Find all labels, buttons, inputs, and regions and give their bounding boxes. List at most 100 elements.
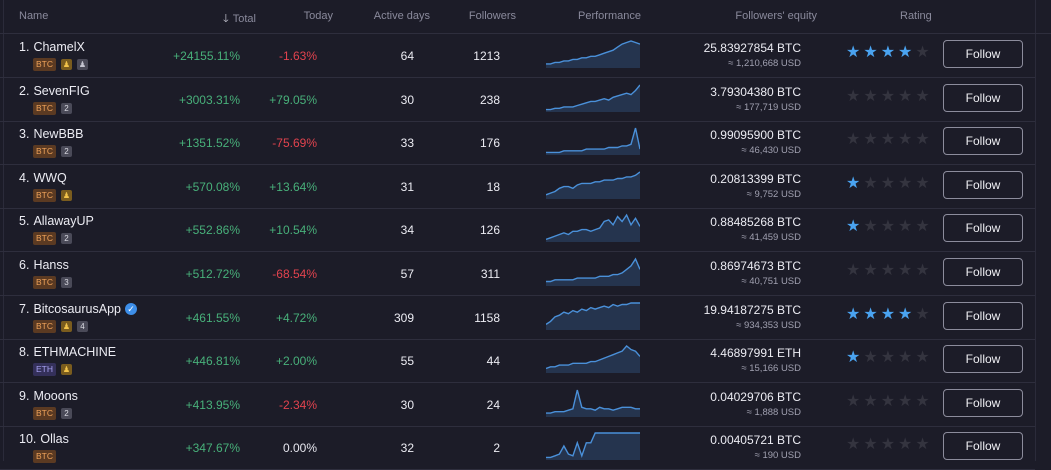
sparkline-area bbox=[546, 302, 640, 330]
rating-stars: ★ ★ ★ ★ ★ bbox=[846, 305, 930, 323]
trader-name-text[interactable]: Ollas bbox=[40, 432, 69, 447]
star-icon: ★ bbox=[863, 87, 878, 105]
trader-name[interactable]: 4. WWQ bbox=[19, 171, 67, 185]
col-today[interactable]: Today bbox=[303, 10, 333, 22]
trader-name[interactable]: 6. Hanss bbox=[19, 258, 69, 272]
table-row: 9. Mooons BTC 2 +413.95% -2.34% 30 24 0.04029706… bbox=[0, 383, 1035, 427]
follow-button[interactable]: Follow bbox=[943, 345, 1023, 374]
trader-badges: BTC ♟ bbox=[33, 188, 72, 202]
star-icon: ★ bbox=[846, 218, 861, 236]
rating-stars: ★ ★ ★ ★ ★ bbox=[846, 437, 930, 453]
trader-name-text[interactable]: ChamelX bbox=[33, 40, 85, 54]
trader-name[interactable]: 8. ETHMACHINE bbox=[19, 345, 116, 359]
col-total[interactable]: 🡓 Total bbox=[223, 10, 256, 29]
equity-usd: ≈ 41,459 USD bbox=[741, 232, 801, 244]
trader-name[interactable]: 2. SevenFIG bbox=[19, 84, 90, 98]
today-change: +10.54% bbox=[269, 223, 317, 238]
rating-stars: ★ ★ ★ ★ ★ bbox=[846, 87, 930, 105]
equity-usd: ≈ 9,752 USD bbox=[746, 188, 801, 200]
level-badge: 2 bbox=[61, 407, 72, 419]
trader-name-text[interactable]: WWQ bbox=[33, 170, 67, 185]
trader-badges: BTC 2 bbox=[33, 232, 72, 246]
followers-count: 311 bbox=[480, 267, 500, 281]
follow-button[interactable]: Follow bbox=[943, 170, 1023, 199]
star-icon: ★ bbox=[880, 262, 896, 279]
today-change: -1.63% bbox=[278, 49, 317, 63]
followers-count: 44 bbox=[486, 354, 500, 369]
trader-name-text[interactable]: Mooons bbox=[33, 388, 78, 403]
sparkline-area bbox=[546, 259, 640, 286]
verified-check-icon: ✓ bbox=[125, 302, 137, 315]
sparkline-area bbox=[546, 346, 640, 374]
trader-name-text[interactable]: AllawayUP bbox=[33, 214, 94, 229]
active-days: 32 bbox=[400, 441, 414, 456]
trader-rank: 9. bbox=[19, 388, 30, 403]
trader-name-text[interactable]: Hanss bbox=[33, 258, 69, 272]
trader-name-text[interactable]: BitcosaurusApp bbox=[33, 301, 121, 316]
trader-name-text[interactable]: SevenFIG bbox=[33, 83, 90, 98]
followers-count: 24 bbox=[486, 397, 500, 412]
currency-badge: ETH bbox=[33, 363, 56, 377]
trader-badges: BTC 3 bbox=[33, 276, 72, 289]
trader-badges: BTC bbox=[33, 450, 56, 464]
level-badge: 2 bbox=[61, 102, 72, 114]
star-icon: ★ bbox=[880, 436, 896, 454]
star-icon: ★ bbox=[915, 44, 930, 61]
col-followers[interactable]: Followers bbox=[468, 10, 516, 22]
star-icon: ★ bbox=[846, 44, 861, 61]
col-rating[interactable]: Rating bbox=[900, 10, 932, 22]
level-badge: 4 bbox=[77, 320, 88, 332]
equity-usd: ≈ 1,888 USD bbox=[746, 406, 801, 418]
trader-name[interactable]: 1. ChamelX bbox=[19, 40, 85, 54]
trader-name-text[interactable]: NewBBB bbox=[33, 127, 84, 142]
currency-badge: BTC bbox=[33, 276, 56, 289]
star-icon: ★ bbox=[915, 262, 930, 279]
total-return: +24155.11% bbox=[173, 49, 240, 63]
trader-name[interactable]: 7. BitcosaurusApp ✓ bbox=[19, 302, 137, 316]
star-icon: ★ bbox=[863, 262, 878, 279]
follow-button[interactable]: Follow bbox=[943, 40, 1023, 68]
trader-name-text[interactable]: ETHMACHINE bbox=[33, 345, 117, 360]
star-icon: ★ bbox=[846, 131, 861, 149]
total-return: +446.81% bbox=[185, 354, 240, 369]
follow-button[interactable]: Follow bbox=[943, 432, 1023, 461]
star-icon: ★ bbox=[863, 305, 878, 323]
table-header: Name 🡓 Total Today Active days Followers … bbox=[0, 0, 1051, 34]
followers-equity: 0.88485268 BTC bbox=[710, 215, 801, 230]
today-change: -2.34% bbox=[278, 397, 317, 412]
follow-button[interactable]: Follow bbox=[943, 258, 1023, 286]
col-followers-equity[interactable]: Followers' equity bbox=[735, 10, 817, 22]
follow-button[interactable]: Follow bbox=[943, 83, 1023, 112]
trader-rank: 10. bbox=[19, 432, 37, 447]
col-name[interactable]: Name bbox=[19, 10, 49, 22]
total-return: +570.08% bbox=[185, 179, 240, 194]
table-row: 5. AllawayUP BTC 2 +552.86% +10.54% 34 126 0.884… bbox=[0, 208, 1035, 253]
trader-name[interactable]: 3. NewBBB bbox=[19, 127, 83, 141]
followers-count: 126 bbox=[479, 223, 500, 238]
total-return: +512.72% bbox=[185, 267, 240, 281]
total-return: +413.95% bbox=[185, 397, 240, 412]
currency-badge: BTC bbox=[33, 145, 56, 159]
col-active-days[interactable]: Active days bbox=[373, 10, 430, 22]
follow-button[interactable]: Follow bbox=[943, 301, 1023, 330]
followers-count: 238 bbox=[479, 92, 500, 107]
followers-count: 1213 bbox=[473, 49, 500, 63]
equity-usd: ≈ 15,166 USD bbox=[741, 363, 801, 375]
follow-button[interactable]: Follow bbox=[943, 388, 1023, 417]
follow-button[interactable]: Follow bbox=[943, 214, 1023, 243]
sparkline-line bbox=[546, 432, 640, 459]
trader-name[interactable]: 10. Ollas bbox=[19, 432, 69, 446]
trader-badges: BTC 2 bbox=[33, 406, 72, 420]
star-icon: ★ bbox=[880, 44, 896, 61]
followers-equity: 0.00405721 BTC bbox=[710, 433, 801, 448]
star-icon: ★ bbox=[915, 174, 930, 192]
star-icon: ★ bbox=[846, 87, 861, 105]
trader-name[interactable]: 5. AllawayUP bbox=[19, 214, 94, 228]
star-icon: ★ bbox=[898, 218, 913, 236]
follow-button[interactable]: Follow bbox=[943, 127, 1023, 156]
trader-name[interactable]: 9. Mooons bbox=[19, 389, 78, 403]
followers-count: 176 bbox=[479, 136, 500, 151]
star-icon: ★ bbox=[863, 349, 878, 367]
active-days: 309 bbox=[393, 310, 414, 325]
today-change: 0.00% bbox=[282, 441, 317, 456]
